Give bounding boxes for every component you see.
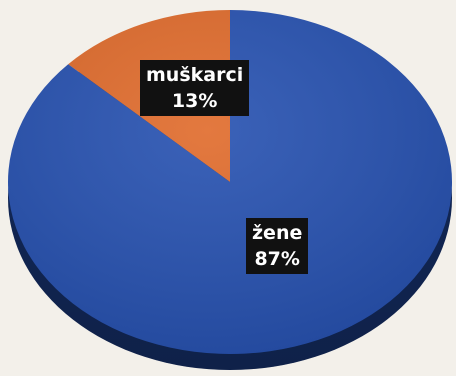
slice-label-value: 87% <box>254 248 300 270</box>
pie-top-sheen <box>8 10 452 354</box>
slice-label-name: muškarci <box>146 64 244 86</box>
slice-label-name: žene <box>252 222 303 244</box>
slice-label-value: 13% <box>171 90 218 112</box>
pie-top-layer <box>8 10 453 354</box>
slice-label-zene: žene 87% <box>246 218 309 274</box>
slice-label-muskarci: muškarci 13% <box>140 60 250 116</box>
